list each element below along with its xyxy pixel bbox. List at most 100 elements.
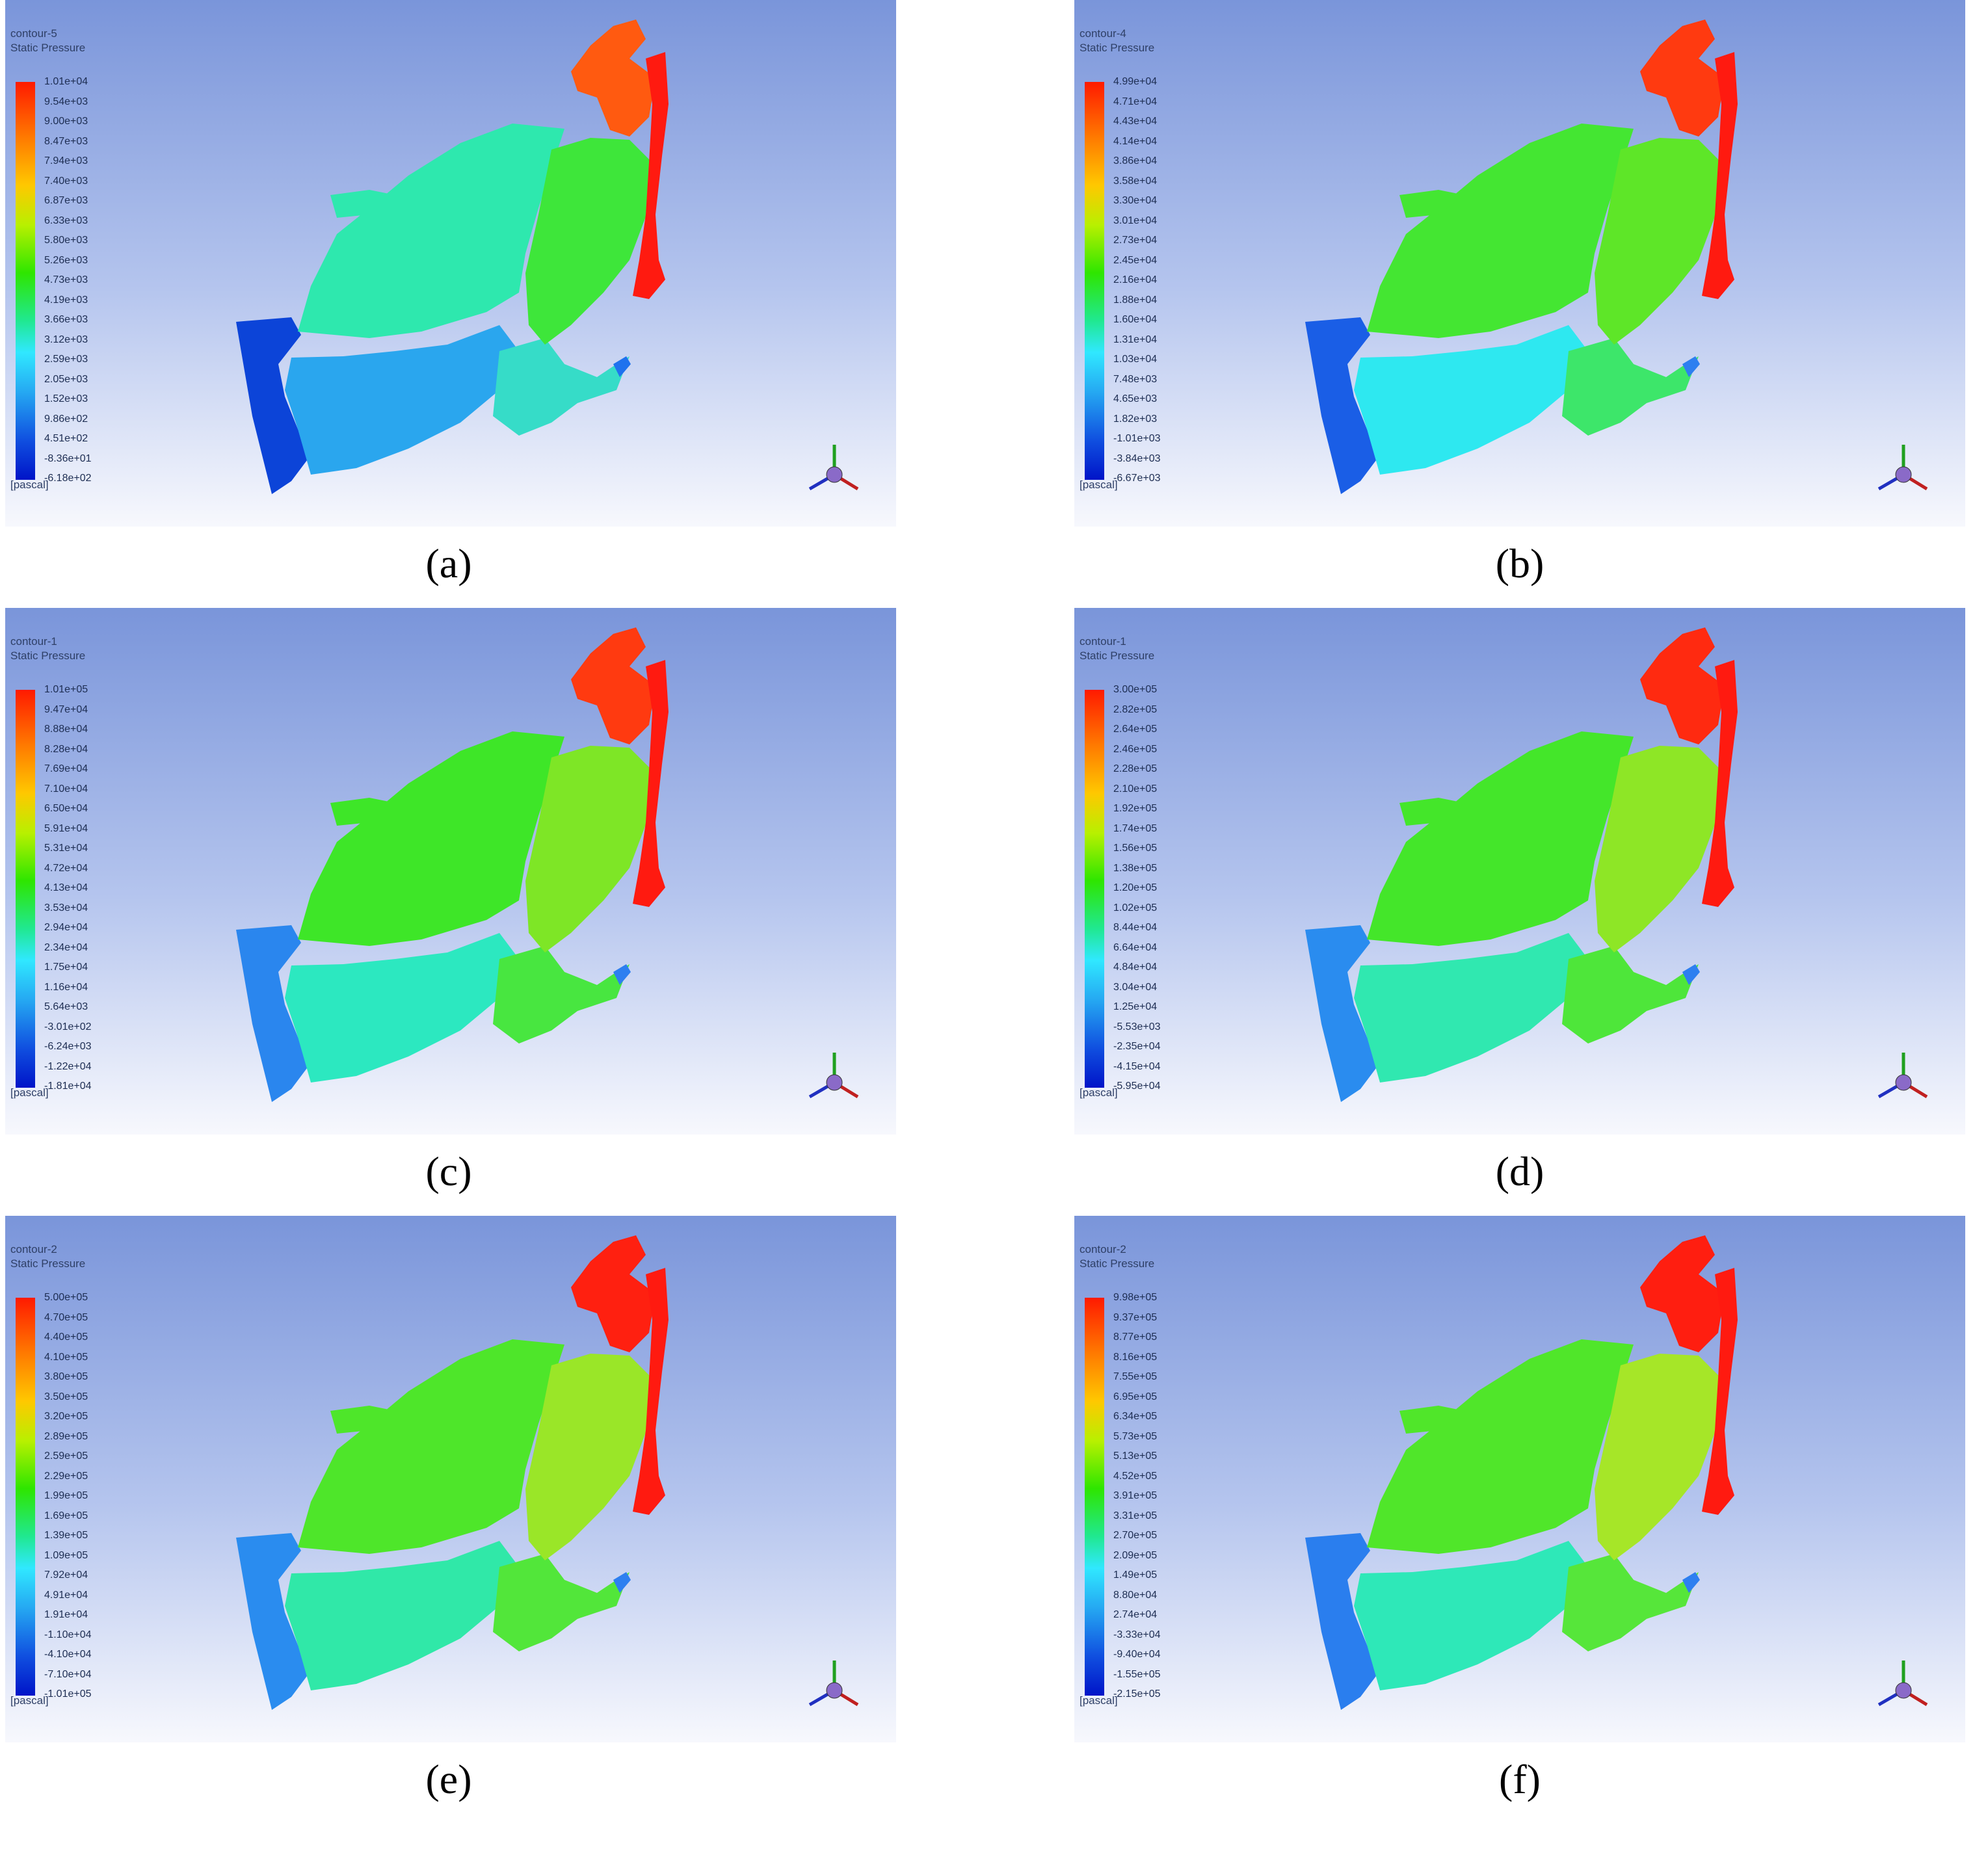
variable-name: Static Pressure (10, 650, 86, 662)
colorbar (16, 82, 35, 480)
colorbar-tick: 2.73e+04 (1113, 235, 1158, 246)
colorbar-tick: 6.33e+03 (44, 215, 88, 226)
colorbar-tick: 1.69e+05 (44, 1510, 88, 1521)
colorbar-tick: 9.98e+05 (1113, 1292, 1158, 1303)
colorbar-ticks: 1.01e+04 9.54e+03 9.00e+03 8.47e+03 7.94… (44, 75, 142, 485)
region-northwest-lobe (330, 190, 395, 218)
colorbar (1085, 1298, 1104, 1696)
colorbar-tick: 1.01e+05 (44, 684, 88, 695)
contour-name: contour-4 (1080, 27, 1126, 40)
colorbar-tick: 9.86e+02 (44, 413, 88, 425)
colorbar-tick: 1.49e+05 (1113, 1569, 1158, 1581)
colorbar-tick: 2.64e+05 (1113, 724, 1158, 735)
colorbar-tick: -2.35e+04 (1113, 1041, 1161, 1052)
variable-name: Static Pressure (1080, 1257, 1155, 1270)
colorbar-tick: -2.15e+05 (1113, 1688, 1161, 1700)
colorbar-tick: 2.10e+05 (1113, 783, 1158, 794)
region-northwest-lobe (1399, 190, 1464, 218)
colorbar-ticks: 3.00e+05 2.82e+05 2.64e+05 2.46e+05 2.28… (1113, 683, 1211, 1093)
region-southeast (493, 338, 630, 436)
panel-caption: (b) (1495, 540, 1544, 586)
colorbar-tick: 1.03e+04 (1113, 354, 1158, 365)
contour-panel-e: contour-2 Static Pressure 5.00e+05 4.70e… (5, 1216, 896, 1742)
variable-name: Static Pressure (1080, 42, 1155, 54)
colorbar-tick: -3.33e+04 (1113, 1629, 1161, 1640)
region-south (1354, 1541, 1588, 1690)
colorbar-tick: 1.31e+04 (1113, 334, 1158, 345)
region-northwest-lobe (1399, 798, 1464, 826)
region-south (285, 1541, 519, 1690)
region-south (1354, 933, 1588, 1083)
panel-caption: (f) (1499, 1756, 1541, 1802)
panel-caption: (c) (425, 1148, 472, 1194)
colorbar-tick: 3.50e+05 (44, 1391, 88, 1402)
colorbar-tick: 2.05e+03 (44, 373, 88, 385)
colorbar-tick: -3.01e+02 (44, 1021, 92, 1032)
colorbar-tick: -9.40e+04 (1113, 1649, 1161, 1660)
colorbar-tick: 5.91e+04 (44, 822, 88, 834)
colorbar-tick: 4.14e+04 (1113, 135, 1158, 147)
colorbar-tick: 4.43e+04 (1113, 116, 1158, 127)
colorbar-tick: 1.25e+04 (1113, 1001, 1158, 1012)
colorbar-tick: 4.40e+05 (44, 1332, 88, 1343)
region-far-east (633, 1268, 669, 1515)
colorbar-tick: 3.12e+03 (44, 334, 88, 345)
colorbar-tick: 8.16e+05 (1113, 1351, 1158, 1363)
colorbar-tick: 1.60e+04 (1113, 314, 1158, 325)
colorbar-tick: 2.70e+05 (1113, 1530, 1158, 1541)
colorbar-tick: 4.65e+03 (1113, 393, 1158, 404)
colorbar-tick: 3.00e+05 (1113, 684, 1158, 695)
axis-triad-icon (808, 1053, 859, 1099)
colorbar-tick: 7.55e+05 (1113, 1371, 1158, 1382)
unit-label: [pascal] (10, 479, 49, 491)
region-northeast (1640, 627, 1725, 744)
colorbar-ticks: 4.99e+04 4.71e+04 4.43e+04 4.14e+04 3.86… (1113, 75, 1211, 485)
colorbar-tick: -8.36e+01 (44, 453, 92, 464)
colorbar-tick: 1.09e+05 (44, 1549, 88, 1561)
region-southeast (493, 1554, 630, 1651)
colorbar-tick: 3.01e+04 (1113, 215, 1158, 226)
colorbar-tick: -5.53e+03 (1113, 1021, 1161, 1032)
contour-panel-f: contour-2 Static Pressure 9.98e+05 9.37e… (1074, 1216, 1965, 1742)
region-southeast-tip (1682, 1572, 1700, 1593)
colorbar-tick: 1.91e+04 (44, 1609, 88, 1620)
region-northeast (571, 627, 656, 744)
pressure-contour-plot (1305, 1235, 1738, 1710)
region-east (1595, 746, 1721, 952)
colorbar-ticks: 5.00e+05 4.70e+05 4.40e+05 4.10e+05 3.80… (44, 1291, 142, 1701)
region-center (298, 124, 564, 338)
colorbar-tick: 9.37e+05 (1113, 1311, 1158, 1323)
region-east (525, 1354, 652, 1560)
colorbar-tick: 3.66e+03 (44, 314, 88, 325)
region-southeast-tip (1682, 356, 1700, 377)
colorbar-tick: -7.10e+04 (44, 1668, 92, 1680)
colorbar-tick: 5.13e+05 (1113, 1451, 1158, 1462)
colorbar-tick: 2.34e+04 (44, 941, 88, 953)
region-far-east (1702, 1268, 1738, 1515)
region-northeast (571, 20, 656, 137)
colorbar-tick: 7.69e+04 (44, 763, 88, 774)
contour-name: contour-1 (10, 635, 57, 648)
unit-label: [pascal] (1080, 479, 1118, 491)
colorbar-tick: 1.39e+05 (44, 1530, 88, 1541)
pressure-contour-plot (236, 627, 669, 1102)
colorbar-tick: 2.45e+04 (1113, 254, 1158, 266)
colorbar-tick: 4.91e+04 (44, 1589, 88, 1601)
colorbar-tick: 4.70e+05 (44, 1311, 88, 1323)
colorbar-tick: 1.75e+04 (44, 962, 88, 973)
colorbar-tick: 2.74e+04 (1113, 1609, 1158, 1620)
region-northwest-lobe (1399, 1406, 1464, 1434)
colorbar-tick: 1.16e+04 (44, 981, 88, 993)
colorbar-tick: 3.30e+04 (1113, 195, 1158, 206)
colorbar-tick: -1.81e+04 (44, 1081, 92, 1092)
region-center (298, 731, 564, 946)
pressure-contour-plot (1305, 627, 1738, 1102)
colorbar-ticks: 1.01e+05 9.47e+04 8.88e+04 8.28e+04 7.69… (44, 683, 142, 1093)
region-far-east (1702, 52, 1738, 299)
colorbar-tick: -4.10e+04 (44, 1649, 92, 1660)
colorbar-tick: -1.01e+05 (44, 1688, 92, 1700)
region-east (1595, 138, 1721, 345)
colorbar-tick: 5.31e+04 (44, 843, 88, 854)
unit-label: [pascal] (10, 1086, 49, 1099)
colorbar-tick: 5.73e+05 (1113, 1430, 1158, 1442)
